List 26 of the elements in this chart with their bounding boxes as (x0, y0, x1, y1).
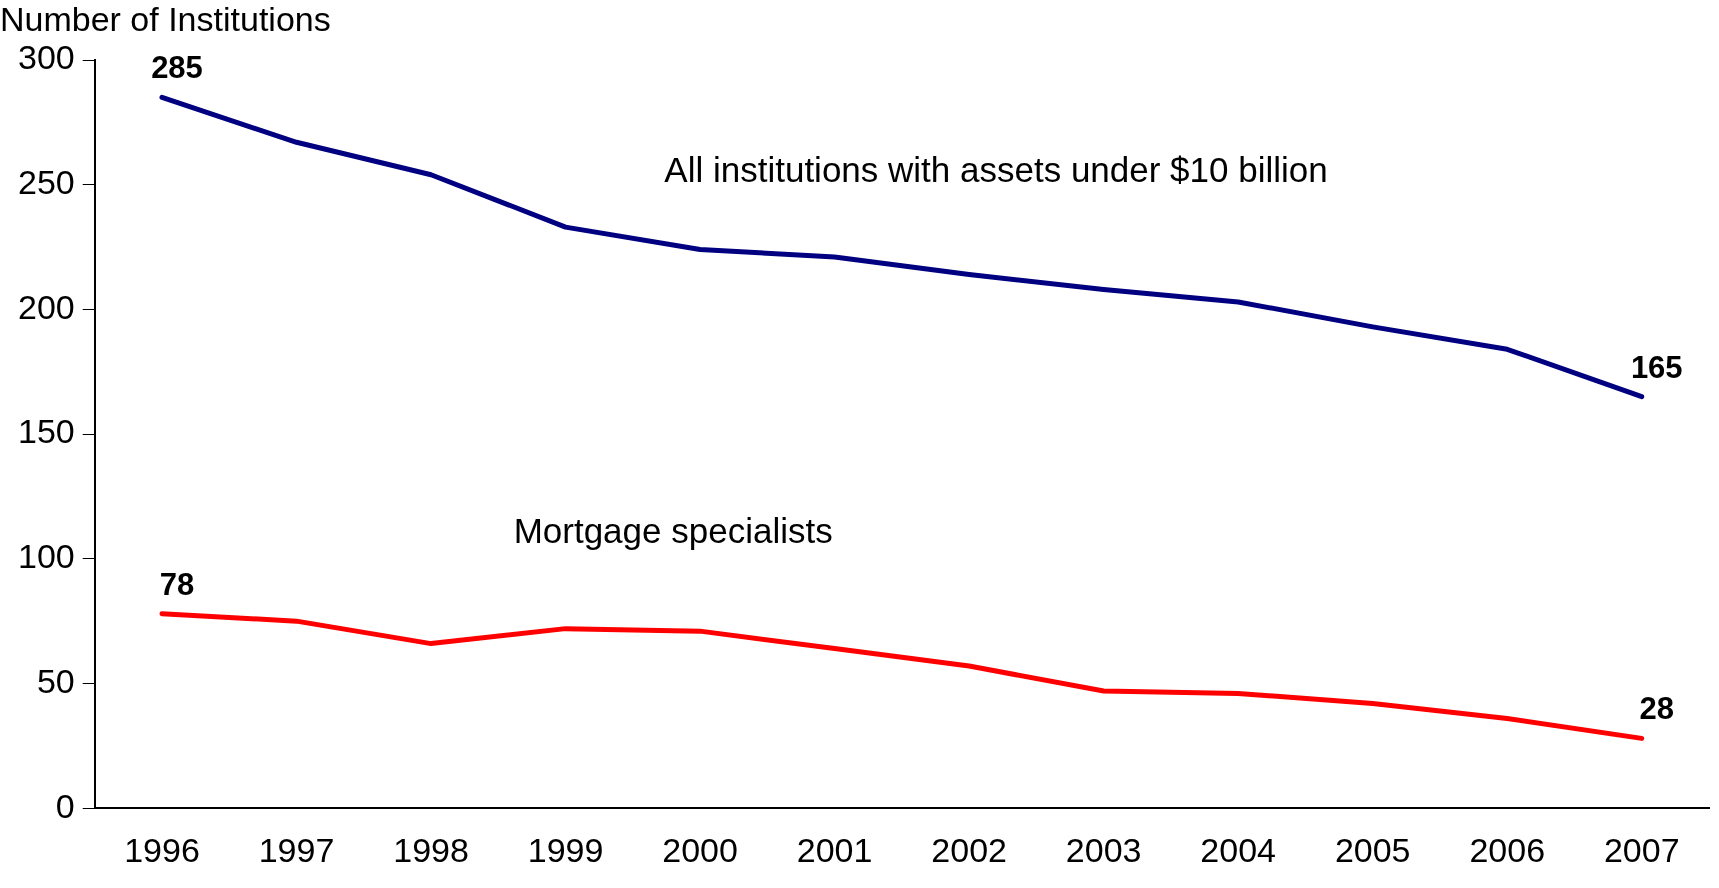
x-tick-label: 2000 (662, 830, 738, 869)
y-tick-label: 150 (17, 412, 75, 451)
data-label: 78 (159, 566, 195, 602)
x-tick-label: 2004 (1200, 830, 1276, 869)
y-tick-label: 300 (17, 38, 75, 77)
x-tick-label: 1996 (124, 830, 200, 869)
x-tick-label: 2001 (796, 830, 873, 869)
x-tick-label: 2002 (931, 830, 1007, 869)
y-tick-label: 250 (17, 163, 75, 202)
y-axis-title: Number of Institutions (0, 0, 331, 39)
x-tick-label: 2006 (1469, 830, 1546, 869)
text: Mortgage specialists (513, 511, 833, 551)
series-label: All institutions with assets under $10 billion (664, 149, 1328, 189)
x-tick-label: 1997 (258, 830, 335, 869)
x-tick-label: 2005 (1334, 830, 1411, 869)
y-tick-label: 200 (17, 287, 75, 326)
data-label: 28 (1639, 691, 1674, 727)
y-tick-label: 0 (55, 786, 75, 825)
x-tick-label: 1999 (527, 830, 604, 869)
x-tick-label: 1998 (393, 830, 469, 869)
y-tick-label: 50 (36, 661, 75, 700)
data-label: 285 (151, 50, 203, 86)
x-tick-label: 2003 (1065, 830, 1142, 869)
data-label: 165 (1630, 349, 1683, 385)
y-tick-label: 100 (17, 537, 75, 576)
x-tick-label: 2007 (1603, 830, 1680, 869)
